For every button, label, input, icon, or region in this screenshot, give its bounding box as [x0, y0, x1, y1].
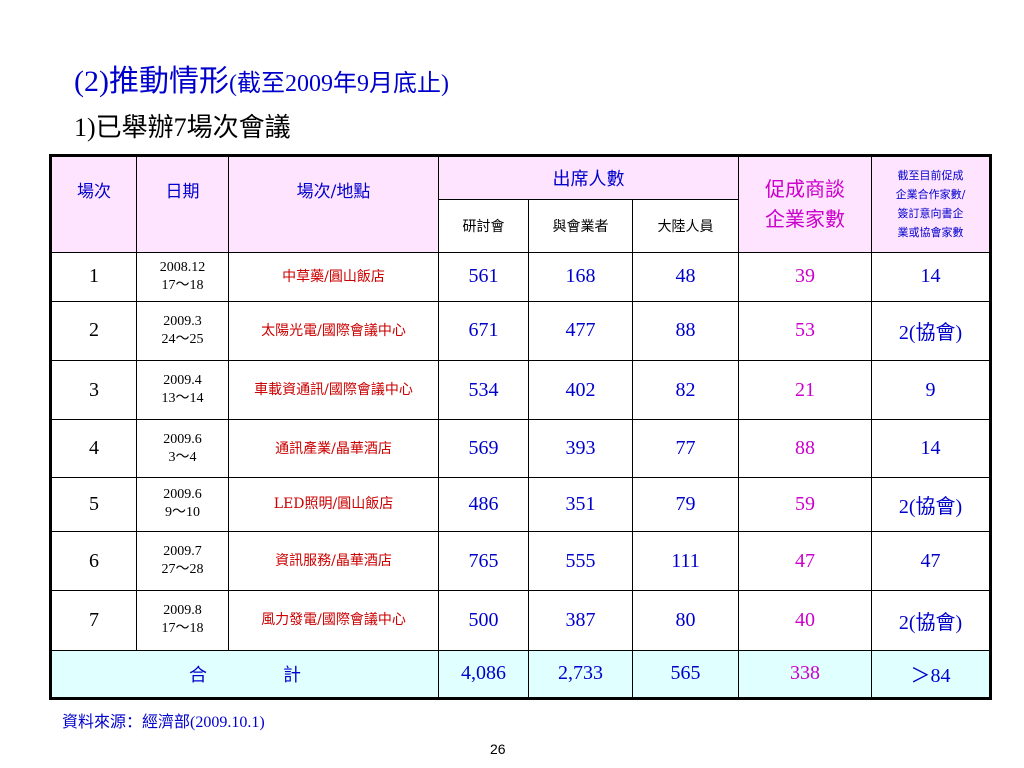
seminar-count: 486	[438, 476, 529, 533]
total-label-b: 計	[283, 664, 301, 686]
seminar-count: 569	[438, 419, 529, 478]
industry-count: 402	[528, 360, 633, 421]
seminar-count: 671	[438, 300, 529, 362]
header-venue: 場次/地點	[228, 155, 439, 253]
total-label: 合計	[50, 649, 439, 700]
session-date: 2009.6 3～4	[136, 419, 229, 478]
session-date: 2009.8 17～18	[136, 590, 229, 651]
cooperation-count: 2(協會)	[871, 590, 992, 651]
header-note-line: 截至目前促成	[897, 169, 964, 183]
title-main: (2)推動情形	[74, 65, 229, 98]
header-deals-line1: 促成商談	[765, 177, 846, 202]
mainland-count: 88	[631, 300, 740, 362]
header-date: 日期	[136, 155, 229, 253]
header-industry: 與會業者	[528, 199, 633, 253]
session-date: 2008.12 17～18	[136, 251, 229, 302]
session-no: 1	[50, 251, 137, 302]
industry-count: 168	[528, 251, 633, 302]
page-number: 26	[490, 741, 506, 757]
cooperation-count: 2(協會)	[871, 476, 992, 533]
total-row: 合計 4,086 2,733 565 338 ＞84	[50, 649, 992, 700]
total-seminar: 4,086	[438, 649, 529, 700]
table-row: 1 2008.12 17～18 中草藥/圓山飯店 561 168 48 39 14	[50, 251, 992, 302]
cooperation-count: 14	[871, 419, 992, 478]
session-venue: LED照明/圓山飯店	[228, 476, 439, 533]
header-note-line: 簽訂意向書企	[897, 207, 964, 221]
source-note: 資料來源：經濟部(2009.10.1)	[62, 714, 265, 731]
table-row: 7 2009.8 17～18 風力發電/國際會議中心 500 387 80 40 …	[50, 590, 992, 651]
table-row: 2 2009.3 24～25 太陽光電/國際會議中心 671 477 88 53 …	[50, 300, 992, 362]
header-seminar: 研討會	[438, 199, 529, 253]
session-venue: 車載資通訊/國際會議中心	[228, 360, 439, 421]
mainland-count: 77	[631, 419, 740, 478]
industry-count: 555	[528, 531, 633, 592]
total-cooperation: ＞84	[871, 649, 992, 700]
session-venue: 通訊產業/晶華酒店	[228, 419, 439, 478]
deals-count: 88	[738, 419, 873, 478]
session-date: 2009.6 9～10	[136, 476, 229, 533]
session-date: 2009.7 27～28	[136, 531, 229, 592]
seminar-count: 561	[438, 251, 529, 302]
cooperation-count: 2(協會)	[871, 300, 992, 362]
deals-count: 59	[738, 476, 873, 533]
mainland-count: 79	[631, 476, 740, 533]
total-deals: 338	[738, 649, 873, 700]
seminar-count: 500	[438, 590, 529, 651]
header-attendance: 出席人數	[437, 154, 740, 201]
session-no: 4	[50, 419, 137, 478]
session-no: 7	[50, 590, 137, 651]
header-mainland: 大陸人員	[631, 199, 740, 253]
session-no: 5	[50, 476, 137, 533]
total-industry: 2,733	[528, 649, 633, 700]
industry-count: 393	[528, 419, 633, 478]
deals-count: 40	[738, 590, 873, 651]
session-no: 6	[50, 531, 137, 592]
mainland-count: 48	[631, 251, 740, 302]
header-deals: 促成商談 企業家數	[738, 155, 873, 253]
header-row-2: 研討會 與會業者 大陸人員	[51, 199, 991, 253]
slide-subtitle: 1)已舉辦7場次會議	[74, 113, 291, 142]
header-session-no: 場次	[50, 155, 137, 253]
header-row-1: 場次 日期 場次/地點 出席人數 促成商談 企業家數 截至目前促成 企業合作家數…	[50, 154, 992, 253]
session-date: 2009.4 13～14	[136, 360, 229, 421]
mainland-count: 111	[631, 531, 740, 592]
table-row: 6 2009.7 27～28 資訊服務/晶華酒店 765 555 111 47 4…	[50, 531, 992, 592]
seminar-count: 765	[438, 531, 529, 592]
table-row: 4 2009.6 3～4 通訊產業/晶華酒店 569 393 77 88 14	[50, 419, 992, 478]
session-venue: 風力發電/國際會議中心	[228, 590, 439, 651]
industry-count: 387	[528, 590, 633, 651]
industry-count: 477	[528, 300, 633, 362]
deals-count: 39	[738, 251, 873, 302]
session-venue: 中草藥/圓山飯店	[228, 251, 439, 302]
total-label-a: 合	[189, 664, 207, 686]
session-venue: 資訊服務/晶華酒店	[228, 531, 439, 592]
title-date-range: (截至2009年9月底止)	[228, 71, 449, 97]
session-no: 3	[50, 360, 137, 421]
mainland-count: 82	[631, 360, 740, 421]
industry-count: 351	[528, 476, 633, 533]
conference-table: 場次 日期 場次/地點 出席人數 促成商談 企業家數 截至目前促成 企業合作家數…	[49, 154, 993, 700]
deals-count: 47	[738, 531, 873, 592]
header-note-line: 企業合作家數/	[895, 188, 966, 202]
session-date: 2009.3 24～25	[136, 300, 229, 362]
header-note-line: 業或協會家數	[897, 226, 964, 240]
deals-count: 53	[738, 300, 873, 362]
mainland-count: 80	[631, 590, 740, 651]
table-row: 3 2009.4 13～14 車載資通訊/國際會議中心 534 402 82 21…	[50, 360, 992, 421]
session-venue: 太陽光電/國際會議中心	[228, 300, 439, 362]
cooperation-count: 9	[871, 360, 992, 421]
table-row: 5 2009.6 9～10 LED照明/圓山飯店 486 351 79 59 2(…	[50, 476, 992, 533]
session-no: 2	[50, 300, 137, 362]
deals-count: 21	[738, 360, 873, 421]
cooperation-count: 47	[871, 531, 992, 592]
total-mainland: 565	[631, 649, 740, 700]
slide-title: (2)推動情形(截至2009年9月底止)	[74, 64, 449, 102]
header-deals-line2: 企業家數	[765, 207, 846, 232]
seminar-count: 534	[438, 360, 529, 421]
cooperation-count: 14	[871, 251, 992, 302]
header-cooperation: 截至目前促成 企業合作家數/ 簽訂意向書企 業或協會家數	[871, 155, 992, 253]
